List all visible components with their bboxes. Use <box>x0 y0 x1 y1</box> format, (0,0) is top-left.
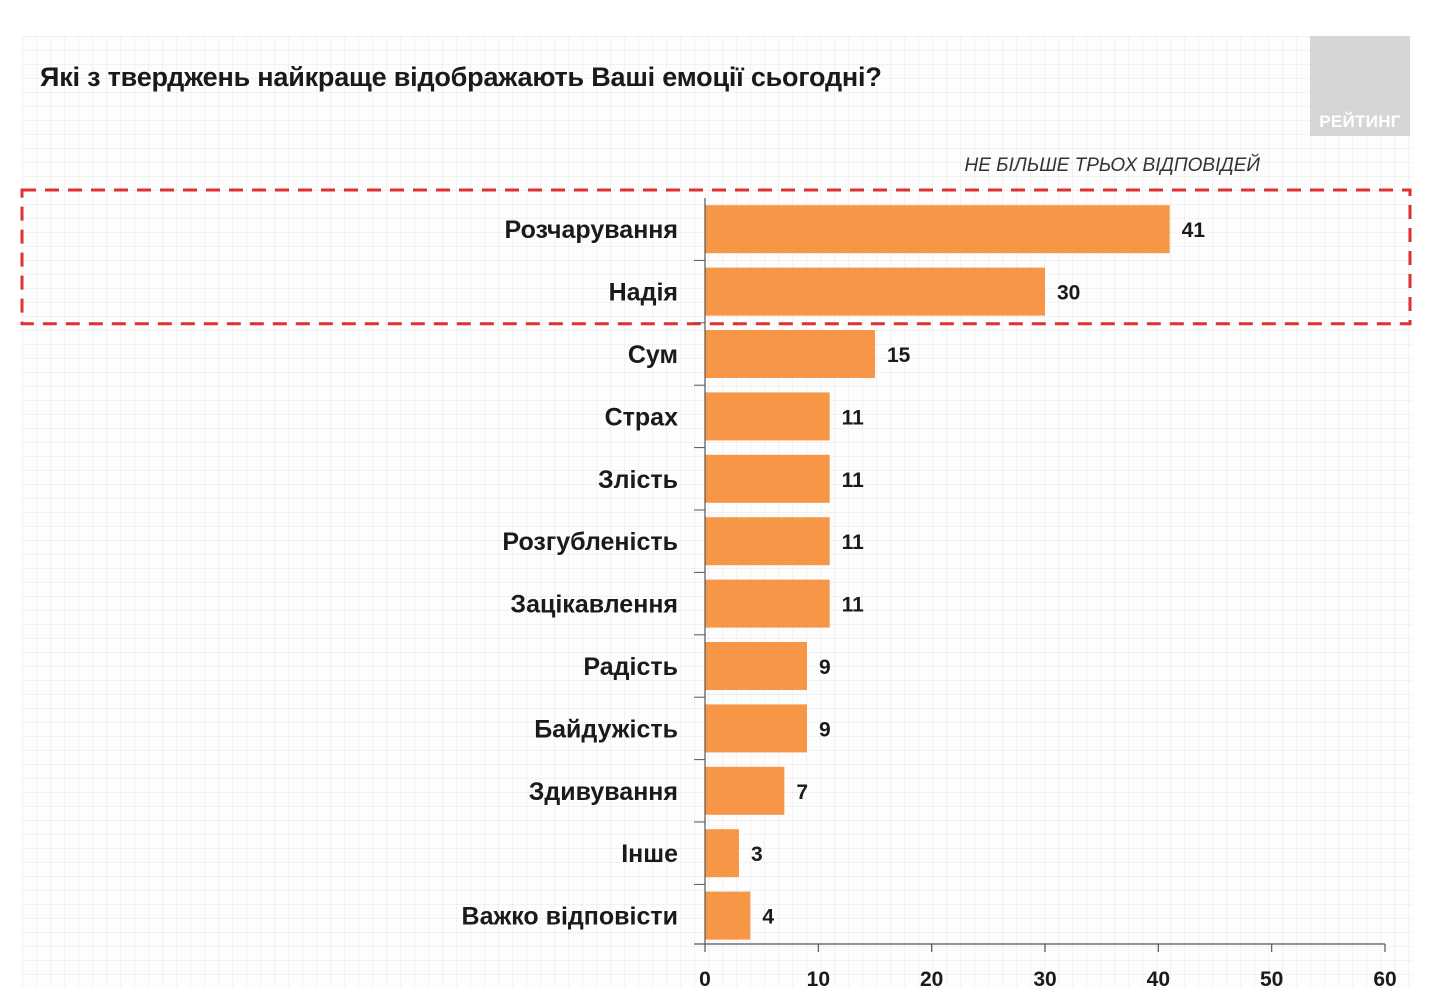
highlight-box <box>20 188 1412 326</box>
value-label: 9 <box>819 718 831 741</box>
value-label: 15 <box>887 344 911 367</box>
slide-background <box>22 36 1412 988</box>
value-label: 9 <box>819 656 831 679</box>
x-tick-label: 50 <box>1260 968 1283 991</box>
answer-limit-note: НЕ БІЛЬШЕ ТРЬОХ ВІДПОВІДЕЙ <box>964 155 1260 176</box>
bar <box>705 891 751 940</box>
chart-title: Які з тверджень найкраще відображають Ва… <box>40 62 882 92</box>
bar <box>705 829 739 878</box>
rating-logo: РЕЙТИНГ <box>1310 36 1410 136</box>
bar <box>705 579 830 628</box>
category-label: Злість <box>598 466 678 494</box>
value-label: 11 <box>842 531 865 554</box>
value-label: 4 <box>762 906 774 929</box>
bar <box>705 454 830 503</box>
value-label: 3 <box>751 843 763 866</box>
x-tick-label: 60 <box>1373 968 1396 991</box>
bar <box>705 517 830 566</box>
category-label: Надія <box>609 279 678 307</box>
value-label: 11 <box>842 594 865 617</box>
bar <box>705 704 807 753</box>
category-label: Страх <box>605 403 678 431</box>
bar <box>705 267 1045 316</box>
value-label: 11 <box>842 469 865 492</box>
category-label: Розчарування <box>505 216 678 244</box>
bar <box>705 392 830 441</box>
x-tick-label: 20 <box>920 968 943 991</box>
category-label: Здивування <box>529 778 678 806</box>
bar <box>705 330 875 378</box>
bar <box>705 766 785 815</box>
category-label: Інше <box>621 840 678 868</box>
x-tick-label: 10 <box>807 968 830 991</box>
category-label: Зацікавлення <box>510 591 678 619</box>
bar <box>705 642 807 690</box>
x-tick-label: 0 <box>699 968 711 991</box>
value-label: 30 <box>1057 282 1080 305</box>
category-label: Радість <box>583 653 678 681</box>
bar <box>705 205 1170 254</box>
x-tick-label: 40 <box>1147 968 1170 991</box>
value-label: 11 <box>842 406 865 429</box>
logo-text: РЕЙТИНГ <box>1319 112 1401 131</box>
value-label: 41 <box>1182 219 1206 242</box>
category-label: Сум <box>628 341 678 369</box>
category-label: Важко відповісти <box>462 903 678 931</box>
x-tick-label: 30 <box>1033 968 1056 991</box>
category-label: Розгубленість <box>502 528 678 556</box>
value-label: 7 <box>796 781 808 804</box>
category-label: Байдужість <box>534 715 678 743</box>
